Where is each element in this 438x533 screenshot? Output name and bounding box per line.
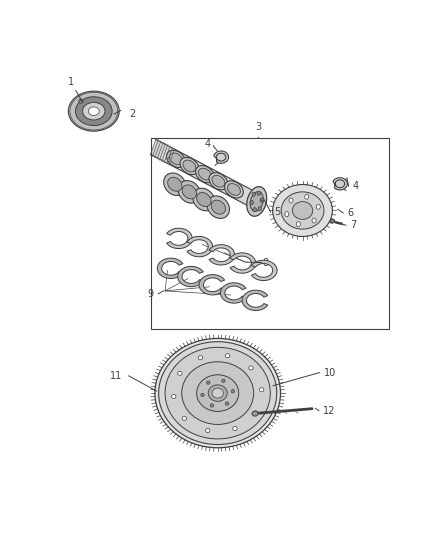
Ellipse shape [165,348,270,439]
Text: 10: 10 [324,368,336,377]
Ellipse shape [180,157,199,174]
Ellipse shape [193,188,215,211]
Ellipse shape [226,402,229,405]
Polygon shape [157,258,183,279]
Ellipse shape [178,372,182,375]
Polygon shape [199,274,225,295]
Ellipse shape [207,381,210,384]
Ellipse shape [227,183,240,195]
Text: 1: 1 [68,77,74,87]
Ellipse shape [212,175,225,187]
Text: 5: 5 [274,207,280,217]
Polygon shape [220,283,246,303]
Ellipse shape [68,91,119,131]
Ellipse shape [164,173,186,196]
Ellipse shape [261,198,264,201]
Circle shape [285,212,289,216]
Ellipse shape [79,100,83,103]
Polygon shape [166,228,192,248]
Ellipse shape [178,181,201,203]
Text: 4: 4 [352,181,358,191]
Ellipse shape [83,102,105,120]
Ellipse shape [198,168,212,180]
Ellipse shape [330,219,335,223]
Polygon shape [187,237,212,257]
Ellipse shape [222,379,225,382]
Ellipse shape [233,426,237,431]
Ellipse shape [252,411,258,416]
Polygon shape [251,260,277,280]
Ellipse shape [208,385,227,401]
Polygon shape [333,177,347,190]
Circle shape [312,218,316,223]
Ellipse shape [182,185,197,199]
Ellipse shape [198,356,203,360]
Circle shape [305,195,309,199]
Polygon shape [209,245,235,265]
Ellipse shape [155,338,280,448]
Circle shape [260,198,264,203]
Text: 6: 6 [347,208,353,218]
Text: 4: 4 [205,140,211,149]
Text: 3: 3 [255,122,261,132]
Ellipse shape [273,184,332,237]
Polygon shape [178,266,203,287]
Ellipse shape [172,394,176,399]
Ellipse shape [231,390,234,393]
Text: 2: 2 [129,109,135,119]
Ellipse shape [166,150,185,167]
Ellipse shape [253,411,258,415]
Circle shape [252,192,255,196]
Polygon shape [242,290,268,311]
Ellipse shape [75,97,112,126]
Ellipse shape [197,192,211,207]
Circle shape [250,200,253,205]
Ellipse shape [70,92,118,130]
Ellipse shape [250,191,263,211]
Ellipse shape [225,181,244,198]
Bar [152,138,389,329]
Ellipse shape [249,366,253,370]
Ellipse shape [205,429,210,433]
Ellipse shape [281,192,324,229]
Ellipse shape [247,187,267,216]
Ellipse shape [207,196,230,219]
Ellipse shape [210,404,214,407]
Ellipse shape [293,201,313,220]
Ellipse shape [201,393,204,397]
Text: 11: 11 [110,371,122,381]
Polygon shape [230,253,256,273]
Text: 8: 8 [263,257,269,268]
Ellipse shape [212,388,223,398]
Ellipse shape [159,342,277,445]
Polygon shape [151,139,259,209]
Ellipse shape [170,153,183,165]
Circle shape [257,191,261,195]
Ellipse shape [168,177,182,191]
Circle shape [258,207,261,211]
Text: 9: 9 [147,289,153,299]
Ellipse shape [182,416,187,421]
Text: 12: 12 [323,406,336,416]
Ellipse shape [209,173,228,190]
Ellipse shape [259,387,264,392]
Circle shape [289,198,293,203]
Ellipse shape [197,375,239,411]
Ellipse shape [196,166,214,183]
Ellipse shape [88,107,99,116]
Text: 7: 7 [350,220,357,230]
Polygon shape [214,151,229,163]
Circle shape [253,208,256,212]
Ellipse shape [211,200,226,214]
Circle shape [296,222,300,227]
Circle shape [316,204,320,209]
Ellipse shape [183,160,196,172]
Ellipse shape [226,353,230,358]
Ellipse shape [182,362,254,424]
